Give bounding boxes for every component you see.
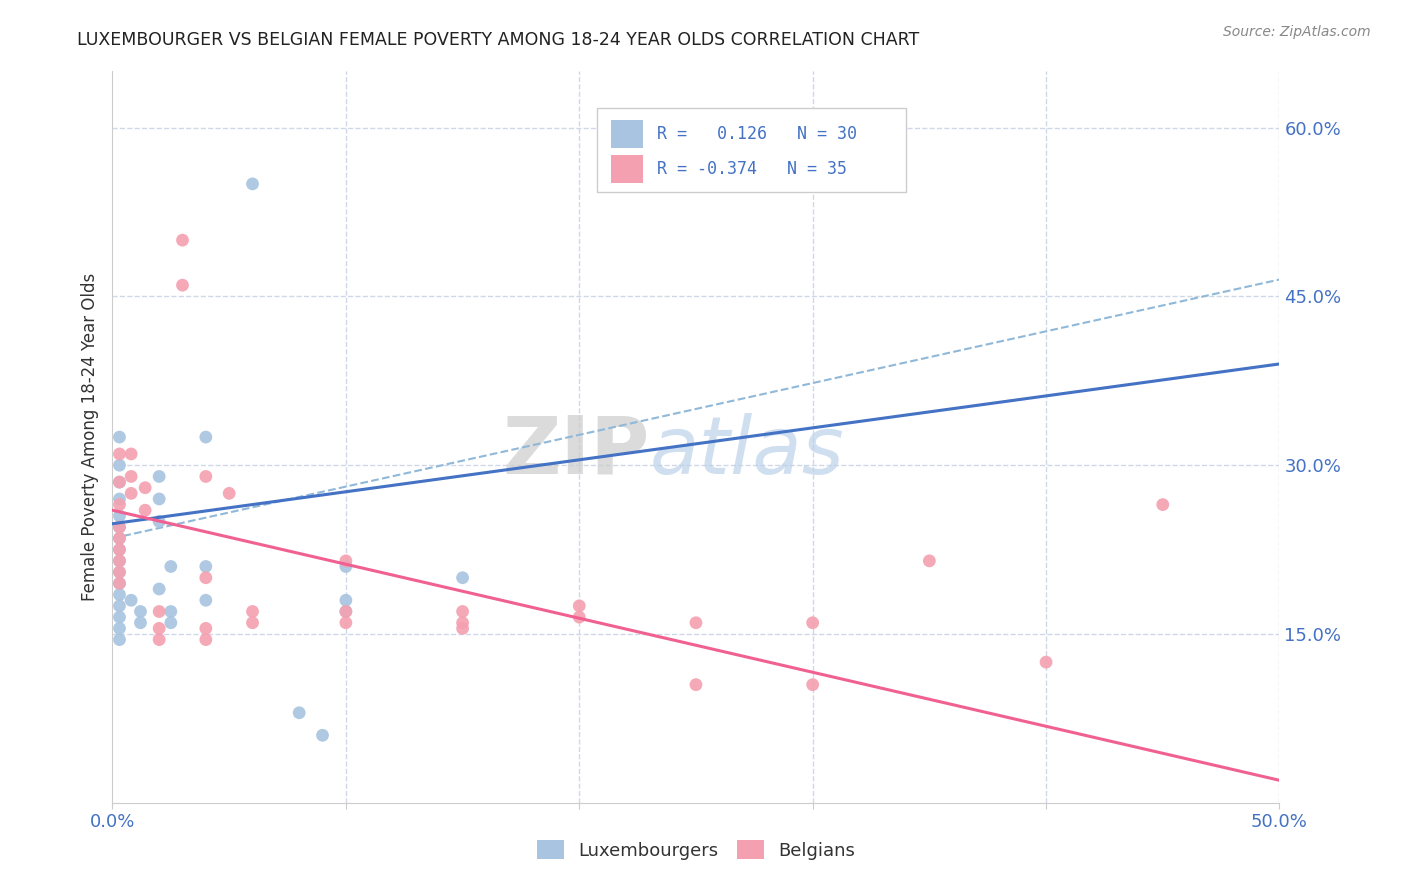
Point bbox=[108, 632, 131, 647]
Point bbox=[129, 615, 152, 630]
Point bbox=[120, 593, 142, 607]
Point bbox=[148, 621, 170, 635]
Point bbox=[108, 588, 131, 602]
Point bbox=[120, 469, 142, 483]
Point bbox=[108, 554, 131, 568]
Point bbox=[108, 491, 131, 506]
Legend: Luxembourgers, Belgians: Luxembourgers, Belgians bbox=[537, 840, 855, 860]
Point bbox=[335, 593, 357, 607]
Point bbox=[242, 177, 264, 191]
Point bbox=[194, 559, 217, 574]
Bar bbox=[596, 108, 905, 192]
Point bbox=[134, 503, 156, 517]
Point bbox=[148, 515, 170, 529]
Point bbox=[108, 621, 131, 635]
Point bbox=[335, 559, 357, 574]
Point bbox=[108, 599, 131, 613]
Point bbox=[160, 615, 183, 630]
Point bbox=[108, 610, 131, 624]
Text: Source: ZipAtlas.com: Source: ZipAtlas.com bbox=[1223, 25, 1371, 39]
Point bbox=[148, 469, 170, 483]
Point bbox=[108, 430, 131, 444]
Point bbox=[335, 605, 357, 619]
Point bbox=[108, 542, 131, 557]
Point bbox=[108, 565, 131, 579]
Point bbox=[568, 599, 591, 613]
Point bbox=[148, 582, 170, 596]
Point bbox=[194, 571, 217, 585]
Point bbox=[148, 605, 170, 619]
Point bbox=[335, 554, 357, 568]
Point bbox=[148, 491, 170, 506]
Point bbox=[108, 554, 131, 568]
Point bbox=[108, 498, 131, 512]
Text: R =   0.126   N = 30: R = 0.126 N = 30 bbox=[658, 125, 858, 144]
Point bbox=[335, 615, 357, 630]
Point bbox=[134, 481, 156, 495]
Point bbox=[194, 593, 217, 607]
Bar bbox=[610, 155, 644, 183]
Point bbox=[108, 458, 131, 473]
Point bbox=[311, 728, 333, 742]
Point bbox=[108, 576, 131, 591]
Point bbox=[108, 475, 131, 489]
Point bbox=[685, 678, 707, 692]
Text: R = -0.374   N = 35: R = -0.374 N = 35 bbox=[658, 161, 848, 178]
Text: atlas: atlas bbox=[650, 413, 844, 491]
Point bbox=[108, 508, 131, 523]
Point bbox=[242, 605, 264, 619]
Point bbox=[108, 447, 131, 461]
Point bbox=[148, 632, 170, 647]
Point bbox=[172, 233, 194, 247]
Point bbox=[108, 542, 131, 557]
Point bbox=[218, 486, 240, 500]
Point bbox=[568, 610, 591, 624]
Point bbox=[451, 615, 474, 630]
Point bbox=[1152, 498, 1174, 512]
Point bbox=[129, 605, 152, 619]
Point bbox=[242, 615, 264, 630]
Point bbox=[172, 278, 194, 293]
Point bbox=[108, 576, 131, 591]
Point bbox=[108, 532, 131, 546]
Point bbox=[160, 559, 183, 574]
Text: ZIP: ZIP bbox=[502, 413, 650, 491]
Point bbox=[108, 565, 131, 579]
Point bbox=[120, 447, 142, 461]
Point bbox=[801, 678, 824, 692]
Text: LUXEMBOURGER VS BELGIAN FEMALE POVERTY AMONG 18-24 YEAR OLDS CORRELATION CHART: LUXEMBOURGER VS BELGIAN FEMALE POVERTY A… bbox=[77, 31, 920, 49]
Point bbox=[451, 621, 474, 635]
Bar bbox=[610, 120, 644, 148]
Point bbox=[685, 615, 707, 630]
Point bbox=[194, 632, 217, 647]
Point bbox=[451, 605, 474, 619]
Point bbox=[160, 605, 183, 619]
Point bbox=[108, 520, 131, 534]
Point bbox=[918, 554, 941, 568]
Point bbox=[108, 475, 131, 489]
Point bbox=[335, 605, 357, 619]
Point bbox=[194, 621, 217, 635]
Point bbox=[108, 532, 131, 546]
Point bbox=[451, 571, 474, 585]
Point bbox=[1035, 655, 1057, 669]
Point bbox=[108, 520, 131, 534]
Point bbox=[194, 430, 217, 444]
Point bbox=[120, 486, 142, 500]
Point bbox=[194, 469, 217, 483]
Point bbox=[288, 706, 311, 720]
Point bbox=[801, 615, 824, 630]
Y-axis label: Female Poverty Among 18-24 Year Olds: Female Poverty Among 18-24 Year Olds bbox=[80, 273, 98, 601]
